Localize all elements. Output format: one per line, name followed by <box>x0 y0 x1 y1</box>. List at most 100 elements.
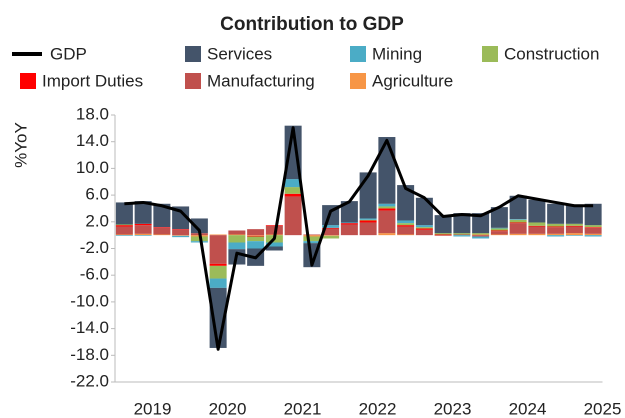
y-tick-label: -10.0 <box>70 291 109 310</box>
x-tick-label: 2023 <box>434 399 472 418</box>
bar-segment <box>303 236 321 242</box>
bar-segment <box>134 235 152 236</box>
bar-segment <box>584 225 602 228</box>
legend-label: Import Duties <box>42 71 143 90</box>
x-tick-label: 2022 <box>359 399 397 418</box>
y-tick-label: 18.0 <box>76 104 109 123</box>
bar-segment <box>378 208 396 211</box>
bar-segment <box>265 246 283 251</box>
y-tick-label: -6.0 <box>80 265 109 284</box>
bar-segment <box>265 242 283 247</box>
bar-segment <box>434 233 452 235</box>
bar-segment <box>209 234 227 236</box>
bar-segment <box>265 225 283 226</box>
bar-segment <box>115 234 133 236</box>
legend-swatch <box>482 46 498 62</box>
bar-segment <box>472 234 490 236</box>
bar-segment <box>584 227 602 228</box>
bar-segment <box>472 236 490 239</box>
bar-segment <box>528 226 546 234</box>
legend-swatch <box>350 46 366 62</box>
bar-segment <box>584 235 602 237</box>
bar-segment <box>378 210 396 234</box>
bar-segment <box>472 233 490 235</box>
gdp-line <box>124 126 594 351</box>
bar-segment <box>378 206 396 209</box>
bar-segment <box>472 213 490 234</box>
x-tick-label: 2020 <box>209 399 247 418</box>
bar-segment <box>153 227 171 228</box>
bar-segment <box>340 222 358 224</box>
bar-segment <box>359 220 377 223</box>
bar-segment <box>359 219 377 221</box>
bar-segment <box>378 137 396 204</box>
bar-segment <box>453 235 471 237</box>
bar-segment <box>359 172 377 219</box>
bar-segment <box>134 233 152 236</box>
bar-segment <box>190 218 208 234</box>
bar-segment <box>228 230 246 235</box>
bar-segment <box>359 222 377 236</box>
bar-segment <box>415 228 433 230</box>
bar-segment <box>453 213 471 234</box>
bar-segment <box>228 242 246 250</box>
bar-segment <box>453 233 471 235</box>
bar-segment <box>322 225 340 228</box>
bar-segment <box>115 226 133 235</box>
y-tick-label: 6.0 <box>85 185 109 204</box>
bar-segment <box>172 229 190 230</box>
bar-segment <box>528 233 546 236</box>
legend-label: Agriculture <box>372 71 453 90</box>
bar-segment <box>565 204 583 224</box>
bar-segment <box>584 227 602 234</box>
bar-segment <box>303 234 321 236</box>
bar-segment <box>565 235 583 236</box>
legend-swatch <box>185 73 201 89</box>
legend-swatch <box>350 73 366 89</box>
bar-segment <box>247 236 265 242</box>
bar-segment <box>115 225 133 227</box>
bar-segment <box>322 235 340 236</box>
bar-segment <box>397 234 415 236</box>
bar-segment <box>415 227 433 229</box>
bar-segment <box>547 227 565 234</box>
bar-segment <box>284 179 302 188</box>
bar-segment <box>453 234 471 236</box>
bar-segment <box>153 234 171 236</box>
bar-segment <box>490 228 508 231</box>
bar-segment <box>509 233 527 236</box>
bar-segment <box>472 235 490 237</box>
y-tick-label: -18.0 <box>70 345 109 364</box>
bar-segment <box>547 203 565 224</box>
bar-segment <box>190 241 208 243</box>
bar-segment <box>415 197 433 226</box>
bar-segment <box>397 225 415 227</box>
bar-segment <box>359 218 377 220</box>
bar-segment <box>303 241 321 244</box>
y-tick-label: -14.0 <box>70 318 109 337</box>
y-tick-label: 2.0 <box>85 211 109 230</box>
bar-segment <box>509 219 527 220</box>
bar-segment <box>134 223 152 226</box>
bar-segment <box>490 207 508 228</box>
bar-segment <box>490 227 508 229</box>
bar-segment <box>547 223 565 227</box>
legend-label: Services <box>207 44 272 63</box>
bar-segment <box>172 235 190 236</box>
bar-segment <box>209 235 227 264</box>
bar-segment <box>209 278 227 288</box>
bar-segment <box>565 233 583 236</box>
bar-segment <box>340 201 358 223</box>
bar-segment <box>247 235 265 236</box>
bar-segment <box>322 227 340 229</box>
bar-segment <box>584 203 602 226</box>
bar-segment <box>509 222 527 224</box>
bar-segment <box>172 235 190 238</box>
legend-swatch <box>185 46 201 62</box>
bar-segment <box>228 235 246 243</box>
x-tick-label: 2024 <box>509 399 547 418</box>
bar-segment <box>565 223 583 226</box>
bar-segment <box>172 206 190 230</box>
bar-segment <box>115 235 133 236</box>
bar-segment <box>397 220 415 224</box>
